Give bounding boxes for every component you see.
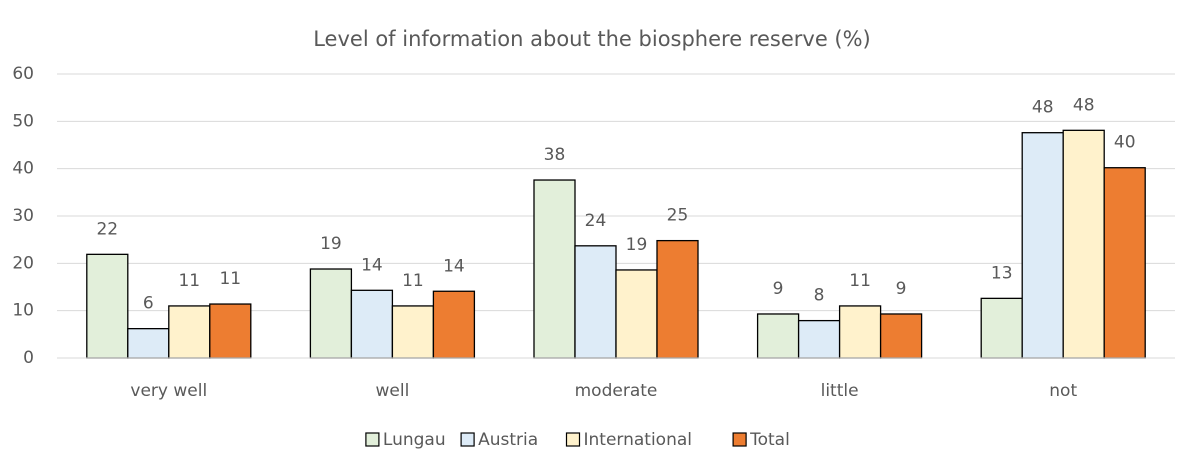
data-label: 11 [178, 271, 200, 291]
bar [1062, 129, 1105, 359]
bar [432, 290, 476, 359]
bar [209, 303, 252, 359]
legend-swatch [565, 432, 581, 447]
y-tick-label: 40 [12, 159, 34, 179]
legend-label: International [584, 430, 693, 450]
y-tick-label: 0 [23, 348, 34, 368]
x-tick-label: not [1049, 381, 1077, 401]
data-label: 8 [814, 286, 825, 306]
legend-label: Total [749, 430, 790, 450]
legend-swatch [365, 432, 380, 447]
data-label: 48 [1032, 98, 1054, 118]
data-label: 19 [626, 235, 648, 255]
data-label: 11 [849, 271, 871, 291]
data-label: 14 [361, 255, 383, 275]
legend-swatch [732, 432, 747, 447]
bar [309, 268, 353, 359]
bar [574, 245, 617, 359]
y-tick-label: 50 [12, 111, 34, 131]
data-label: 48 [1073, 95, 1095, 115]
data-label: 14 [443, 256, 465, 276]
bar [127, 328, 170, 359]
bar [168, 305, 211, 359]
x-tick-label: well [375, 381, 409, 401]
bar [350, 289, 394, 359]
data-label: 40 [1114, 133, 1136, 153]
x-tick-label: moderate [575, 381, 658, 401]
x-tick-label: little [821, 381, 859, 401]
data-label: 13 [991, 263, 1013, 283]
bar [980, 297, 1023, 359]
bar [879, 313, 923, 359]
data-label: 9 [773, 279, 784, 299]
legend-swatch [460, 432, 475, 447]
bar [1021, 132, 1064, 359]
bar [656, 239, 699, 359]
data-label: 11 [402, 271, 424, 291]
chart-title: Level of information about the biosphere… [313, 27, 871, 51]
bar [756, 313, 800, 359]
bar [86, 253, 129, 359]
legend-label: Lungau [383, 430, 446, 450]
bar [391, 305, 435, 359]
data-label: 19 [320, 234, 342, 254]
y-tick-label: 30 [12, 206, 34, 226]
bar [838, 305, 882, 359]
legend-label: Austria [478, 430, 538, 450]
data-label: 25 [667, 206, 689, 226]
bar [533, 179, 576, 359]
bar [1103, 167, 1146, 359]
data-label: 11 [219, 269, 241, 289]
x-tick-label: very well [130, 381, 207, 401]
y-tick-label: 20 [12, 253, 34, 273]
y-tick-label: 10 [12, 301, 34, 321]
y-tick-label: 60 [12, 64, 34, 84]
data-label: 24 [585, 211, 607, 231]
data-label: 6 [143, 294, 154, 314]
data-label: 9 [896, 279, 907, 299]
bar [615, 269, 658, 359]
data-label: 38 [544, 145, 566, 165]
bar [797, 319, 841, 359]
data-label: 22 [96, 219, 118, 239]
